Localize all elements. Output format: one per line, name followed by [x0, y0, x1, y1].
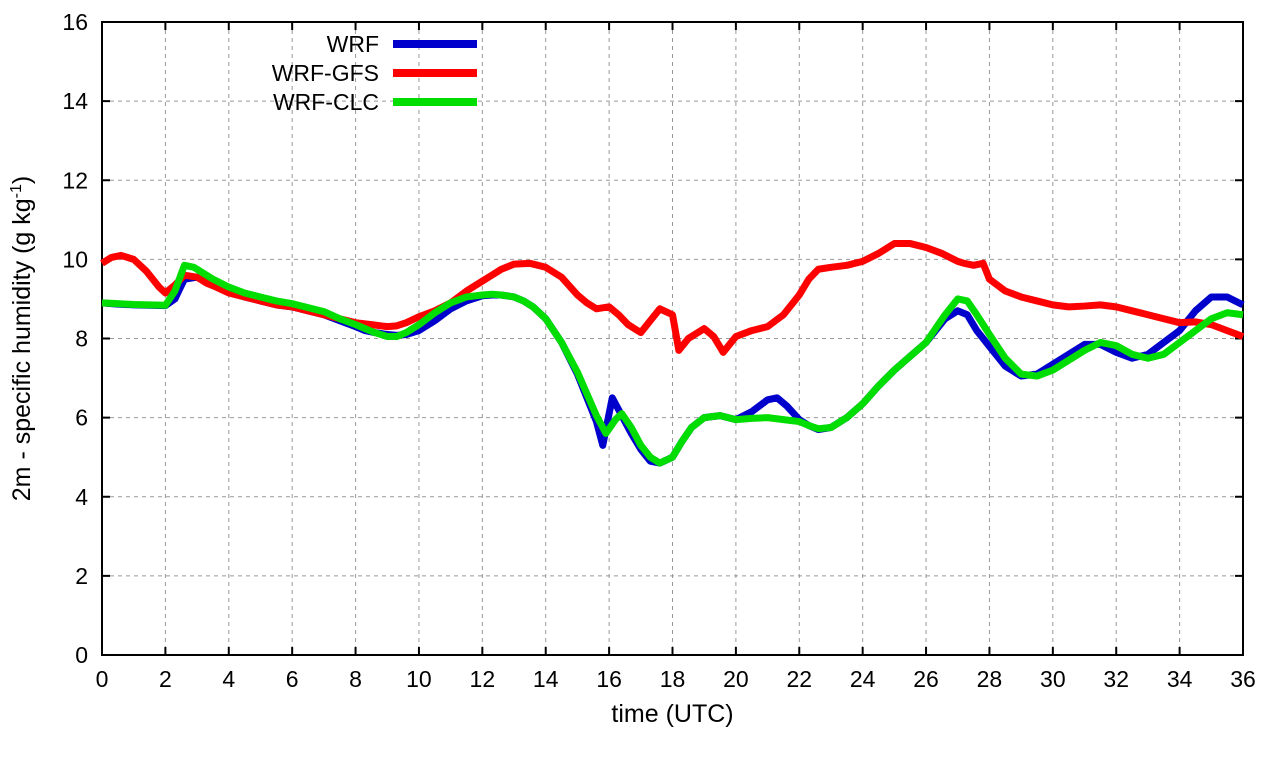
chart-legend: WRF WRF-GFS WRF-CLC	[272, 31, 477, 115]
x-tick-label: 12	[470, 666, 496, 692]
y-tick-label: 12	[62, 167, 88, 193]
legend-label-wrf-clc: WRF-CLC	[273, 89, 379, 115]
data-series-lines	[100, 240, 1245, 467]
x-tick-label: 30	[1040, 666, 1066, 692]
x-tick-label: 0	[96, 666, 109, 692]
x-tick-label: 6	[286, 666, 299, 692]
series-line-wrf-gfs	[100, 240, 1245, 356]
x-tick-label: 10	[406, 666, 432, 692]
x-tick-label: 16	[596, 666, 622, 692]
x-tick-label: 8	[349, 666, 362, 692]
legend-label-wrf: WRF	[327, 31, 379, 57]
x-tick-label: 26	[913, 666, 939, 692]
x-tick-label: 22	[786, 666, 812, 692]
x-tick-label: 20	[723, 666, 749, 692]
x-tick-label: 2	[159, 666, 172, 692]
x-tick-label: 36	[1230, 666, 1256, 692]
x-tick-label: 24	[850, 666, 876, 692]
x-tick-label: 28	[977, 666, 1003, 692]
x-tick-label: 32	[1103, 666, 1129, 692]
y-tick-label: 8	[75, 326, 88, 352]
y-tick-label: 0	[75, 642, 88, 668]
y-tick-label: 16	[62, 9, 88, 35]
x-tick-label: 14	[533, 666, 559, 692]
y-axis-title: 2m - specific humidity (g kg-1)	[8, 176, 36, 501]
x-tick-label: 18	[660, 666, 686, 692]
axis-ticks	[101, 21, 1244, 656]
x-tick-label: 4	[222, 666, 235, 692]
y-tick-label: 2	[75, 563, 88, 589]
y-tick-label: 4	[75, 484, 88, 510]
y-tick-label: 6	[75, 405, 88, 431]
y-tick-label: 14	[62, 88, 88, 114]
x-axis-title: time (UTC)	[611, 700, 733, 728]
legend-label-wrf-gfs: WRF-GFS	[272, 60, 379, 86]
axis-tick-labels: 0 2 4 6 8 10 12 14 16 18 20 22 24 26 28 30 32 34 360246810…	[62, 9, 1255, 692]
x-tick-label: 34	[1167, 666, 1193, 692]
series-line-wrf-clc	[101, 261, 1244, 467]
y-tick-label: 10	[62, 246, 88, 272]
axis-titles: time (UTC) 2m - specific humidity (g kg-1…	[8, 176, 734, 728]
gridlines	[102, 22, 1243, 656]
